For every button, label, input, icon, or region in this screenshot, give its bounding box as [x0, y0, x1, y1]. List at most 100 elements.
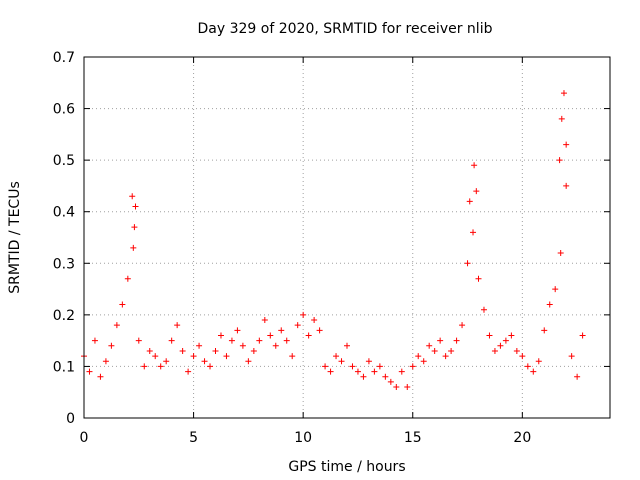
data-point: [131, 224, 138, 231]
data-point: [535, 358, 542, 365]
data-point: [556, 157, 563, 164]
data-point: [223, 353, 230, 360]
y-tick-label: 0.1: [53, 359, 75, 375]
data-point: [470, 229, 477, 236]
data-point: [415, 353, 422, 360]
data-point: [327, 368, 334, 375]
chart-title: Day 329 of 2020, SRMTID for receiver nli…: [198, 21, 493, 37]
data-point: [250, 347, 257, 354]
data-point: [86, 368, 93, 375]
data-point: [130, 244, 137, 251]
data-point: [354, 368, 361, 375]
data-point: [546, 301, 553, 308]
data-point: [552, 286, 559, 293]
data-point: [196, 342, 203, 349]
data-point: [344, 342, 350, 349]
y-tick-label: 0: [66, 411, 75, 427]
data-point: [371, 368, 378, 375]
data-point: [129, 193, 136, 200]
data-point: [300, 311, 307, 318]
data-point: [480, 306, 487, 313]
data-point: [426, 342, 433, 349]
data-point: [471, 162, 478, 169]
data-point: [212, 347, 219, 354]
data-point: [228, 337, 235, 344]
data-point: [239, 342, 246, 349]
data-point: [524, 363, 531, 370]
data-point: [261, 317, 268, 324]
data-point: [322, 363, 329, 370]
data-point: [207, 363, 214, 370]
data-point: [283, 337, 290, 344]
data-point: [579, 332, 586, 339]
data-point: [113, 322, 120, 329]
data-point: [185, 368, 192, 375]
data-point: [135, 337, 142, 344]
data-point: [124, 275, 131, 282]
data-point: [108, 342, 115, 349]
grid-lines: [84, 57, 610, 418]
data-point: [513, 347, 520, 354]
data-point: [190, 353, 197, 360]
data-point: [234, 327, 241, 334]
plot-frame: [83, 56, 611, 419]
data-point: [574, 373, 581, 380]
data-point: [376, 363, 383, 370]
data-point: [102, 358, 109, 365]
x-tick-label: 5: [189, 430, 198, 446]
data-point: [508, 332, 515, 339]
data-point: [486, 332, 493, 339]
data-point: [179, 347, 186, 354]
data-point: [272, 342, 279, 349]
data-point: [398, 368, 405, 375]
data-point: [245, 358, 252, 365]
data-point: [459, 322, 466, 329]
data-point: [305, 332, 312, 339]
data-point: [278, 327, 285, 334]
tick-labels: 0 0.1 0.2 0.3 0.4 0.5 0.6 0.7 0 5 10 15 20: [53, 50, 532, 446]
y-tick-label: 0.7: [53, 50, 75, 66]
data-point: [157, 363, 164, 370]
x-axis-label: GPS time / hours: [288, 459, 405, 475]
data-point: [382, 373, 389, 380]
y-tick-label: 0.5: [53, 153, 75, 169]
data-point: [360, 373, 367, 380]
data-point: [404, 384, 411, 391]
data-point: [466, 198, 473, 205]
data-point: [497, 342, 504, 349]
data-point: [431, 347, 438, 354]
data-point: [256, 337, 263, 344]
data-point: [420, 358, 427, 365]
x-tick-label: 20: [513, 430, 531, 446]
data-point: [333, 353, 340, 360]
data-point: [563, 141, 570, 148]
data-point: [409, 363, 416, 370]
data-point: [557, 249, 564, 256]
data-point: [502, 337, 509, 344]
data-point: [97, 373, 104, 380]
data-point: [393, 384, 400, 391]
data-point: [201, 358, 208, 365]
data-point: [349, 363, 356, 370]
x-tick-label: 15: [404, 430, 422, 446]
data-point: [91, 337, 98, 344]
data-point: [311, 317, 318, 324]
data-point: [338, 358, 345, 365]
x-tick-label: 10: [294, 430, 312, 446]
data-point: [491, 347, 498, 354]
data-point: [473, 188, 480, 195]
y-tick-label: 0.4: [53, 205, 75, 221]
data-point: [563, 182, 570, 189]
data-point: [217, 332, 224, 339]
y-tick-label: 0.6: [53, 102, 75, 118]
data-point: [146, 347, 153, 354]
data-point: [530, 368, 537, 375]
data-point: [541, 327, 548, 334]
data-point: [442, 353, 449, 360]
data-point: [294, 322, 301, 329]
data-point: [267, 332, 274, 339]
data-point: [519, 353, 526, 360]
data-point: [168, 337, 175, 344]
data-point: [316, 327, 323, 334]
